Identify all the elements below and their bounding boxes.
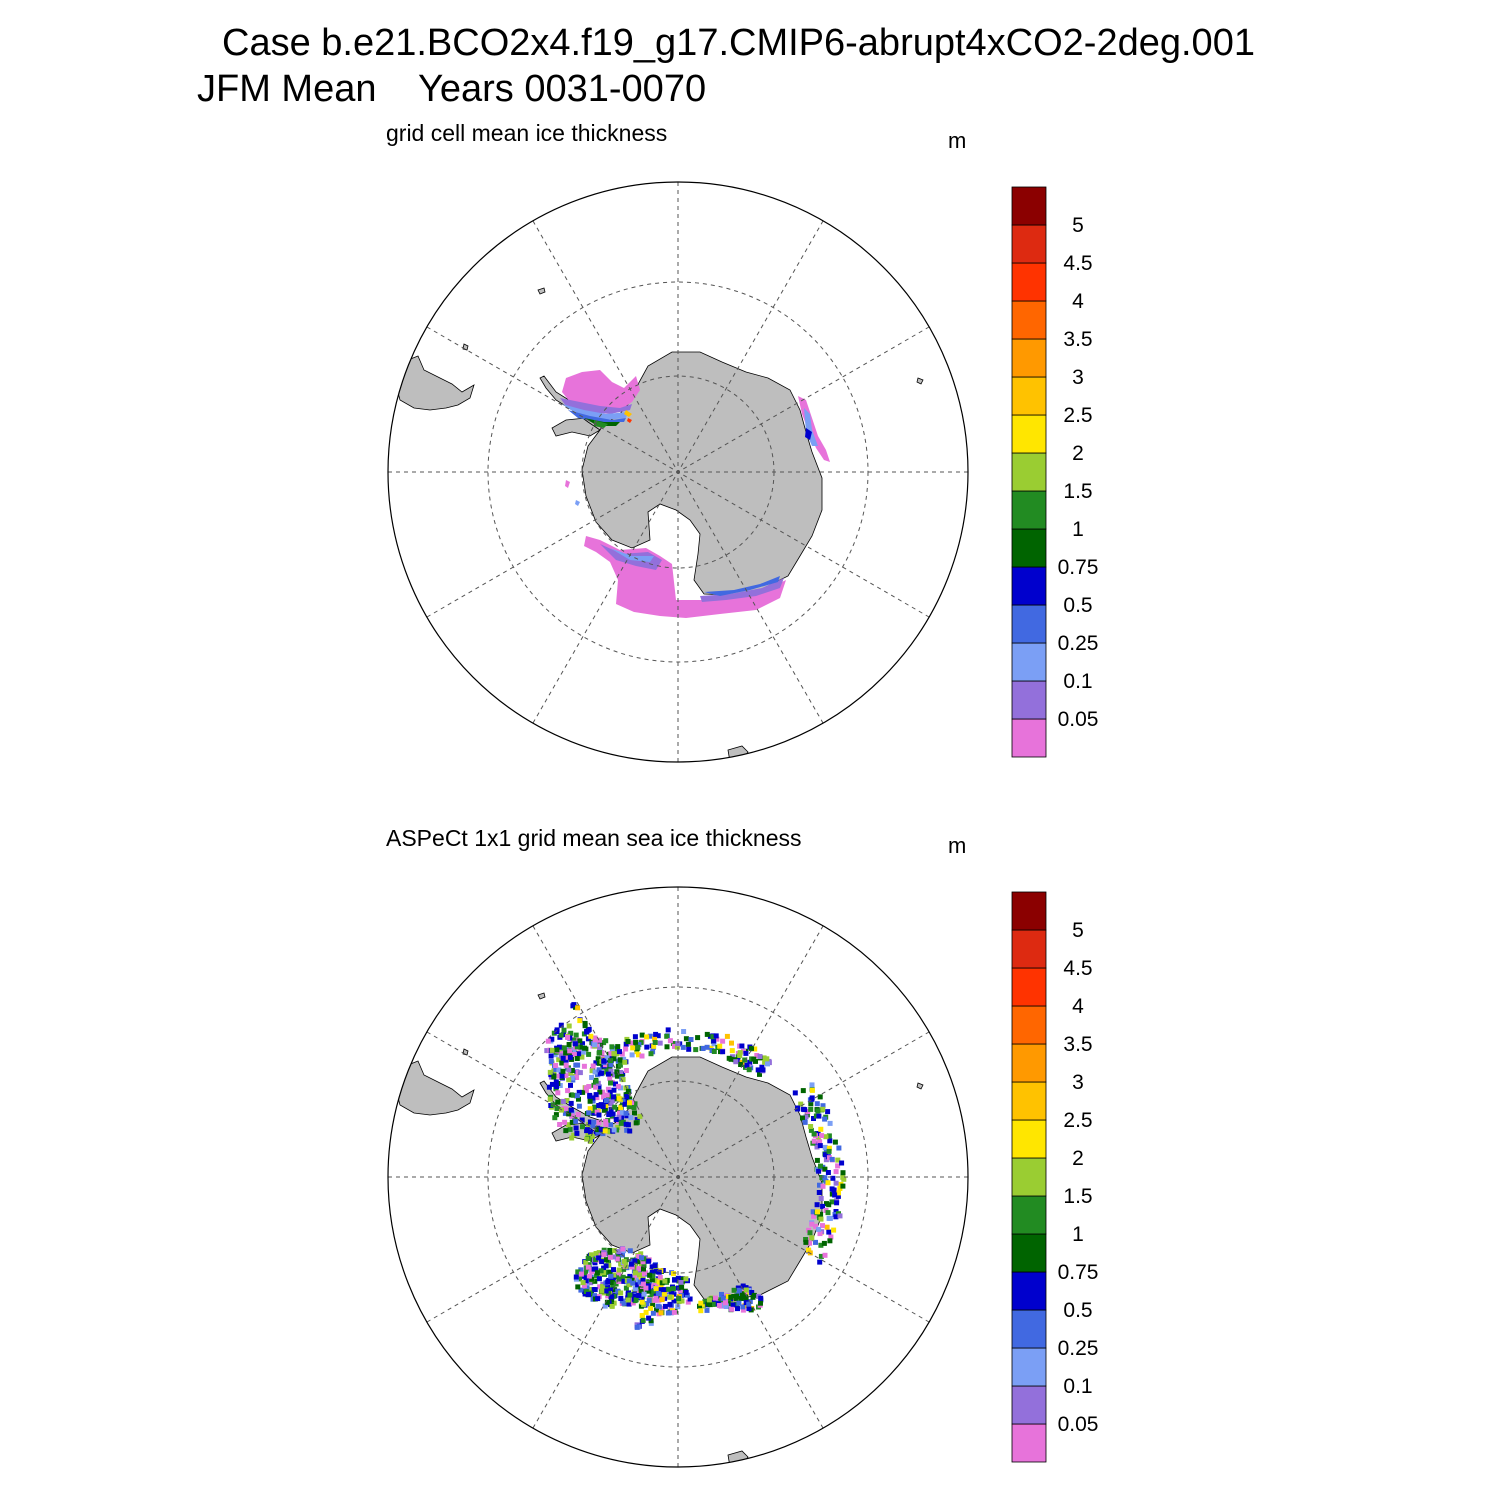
colorbar-tick-label: 3.5	[1063, 328, 1092, 351]
colorbar-swatch	[1011, 680, 1047, 720]
colorbar-tick-label: 4	[1072, 290, 1084, 313]
panel1-sea-ice	[560, 370, 830, 618]
island-land	[916, 377, 924, 385]
panel2-colorbar: 0.05 0.1 0.25 0.5 0.75 1 1.5 2 2.5 3 3.5 4 4.5 5	[1011, 891, 1099, 1463]
colorbar-tick-label: 0.5	[1063, 1299, 1092, 1322]
antarctica-land	[551, 351, 823, 596]
panel2-map	[387, 886, 969, 1468]
colorbar-tick-label: 3	[1072, 366, 1084, 389]
south-america-land	[395, 355, 475, 411]
colorbar-swatch	[1011, 1157, 1047, 1197]
colorbar-swatch	[1011, 300, 1047, 340]
colorbar-swatch	[1011, 414, 1047, 454]
colorbar-swatch	[1011, 1271, 1047, 1311]
colorbar-tick-label: 0.75	[1058, 1261, 1099, 1284]
colorbar-tick-label: 0.05	[1058, 1413, 1099, 1436]
colorbar-tick-label: 0.5	[1063, 594, 1092, 617]
colorbar-swatch	[1011, 1005, 1047, 1045]
colorbar-swatch	[1011, 566, 1047, 606]
colorbar-swatch	[1011, 452, 1047, 492]
colorbar-tick-label: 4.5	[1063, 957, 1092, 980]
colorbar-tick-label: 1	[1072, 518, 1084, 541]
colorbar-swatch	[1011, 490, 1047, 530]
colorbar-tick-label: 5	[1072, 919, 1084, 942]
colorbar-tick-label: 0.25	[1058, 632, 1099, 655]
colorbar-swatch	[1011, 604, 1047, 644]
colorbar-swatch	[1011, 1043, 1047, 1083]
island-land	[462, 1048, 469, 1056]
colorbar-swatch	[1011, 1309, 1047, 1349]
panel2-title: ASPeCt 1x1 grid mean sea ice thickness	[386, 825, 802, 851]
island-land	[537, 287, 546, 295]
panel2-observations	[544, 1002, 847, 1330]
colorbar-swatch	[1011, 891, 1047, 931]
colorbar-tick-label: 0.1	[1063, 670, 1092, 693]
colorbar-swatch	[1011, 1195, 1047, 1235]
colorbar-swatch	[1011, 1081, 1047, 1121]
island-land	[537, 992, 546, 1000]
colorbar-tick-label: 5	[1072, 214, 1084, 237]
colorbar-swatch	[1011, 642, 1047, 682]
colorbar-swatch	[1011, 224, 1047, 264]
ice-weddell	[562, 370, 640, 412]
colorbar-tick-label: 0.05	[1058, 708, 1099, 731]
colorbar-tick-label: 1.5	[1063, 1185, 1092, 1208]
colorbar-tick-label: 2.5	[1063, 1109, 1092, 1132]
colorbar-tick-label: 4	[1072, 995, 1084, 1018]
colorbar-tick-label: 2	[1072, 442, 1084, 465]
colorbar-tick-label: 4.5	[1063, 252, 1092, 275]
colorbar-tick-label: 1	[1072, 1223, 1084, 1246]
colorbar-swatch	[1011, 338, 1047, 378]
panel1-colorbar: 0.05 0.1 0.25 0.5 0.75 1 1.5 2 2.5 3 3.5 4 4.5 5	[1011, 186, 1099, 758]
colorbar-tick-label: 3	[1072, 1071, 1084, 1094]
panel1-unit: m	[948, 128, 967, 153]
colorbar-swatch	[1011, 186, 1047, 226]
colorbar-tick-label: 0.1	[1063, 1375, 1092, 1398]
antarctica-land	[551, 1056, 823, 1301]
main-title-line2: JFM Mean Years 0031-0070	[197, 68, 707, 110]
colorbar-swatch	[1011, 967, 1047, 1007]
colorbar-swatch	[1011, 1233, 1047, 1273]
island-land	[916, 1082, 924, 1090]
island-land	[462, 343, 469, 351]
colorbar-swatch	[1011, 929, 1047, 969]
colorbar-tick-label: 2.5	[1063, 404, 1092, 427]
panel2-map-border	[387, 886, 969, 1468]
colorbar-swatch	[1011, 1119, 1047, 1159]
colorbar-swatch	[1011, 528, 1047, 568]
colorbar-tick-label: 1.5	[1063, 480, 1092, 503]
panel1-map-border	[387, 181, 969, 763]
colorbar-swatch	[1011, 1423, 1047, 1463]
colorbar-swatch	[1011, 262, 1047, 302]
colorbar-tick-label: 2	[1072, 1147, 1084, 1170]
panel1-title: grid cell mean ice thickness	[386, 120, 668, 146]
colorbar-swatch	[1011, 1347, 1047, 1387]
colorbar-swatch	[1011, 376, 1047, 416]
colorbar-swatch	[1011, 718, 1047, 758]
colorbar-tick-label: 0.75	[1058, 556, 1099, 579]
colorbar-tick-label: 0.25	[1058, 1337, 1099, 1360]
colorbar-swatch	[1011, 1385, 1047, 1425]
south-america-land	[395, 1060, 475, 1116]
panel2-unit: m	[948, 833, 967, 858]
main-title-line1: Case b.e21.BCO2x4.f19_g17.CMIP6-abrupt4x…	[222, 22, 1255, 64]
panel1-map	[387, 181, 969, 763]
colorbar-tick-label: 3.5	[1063, 1033, 1092, 1056]
